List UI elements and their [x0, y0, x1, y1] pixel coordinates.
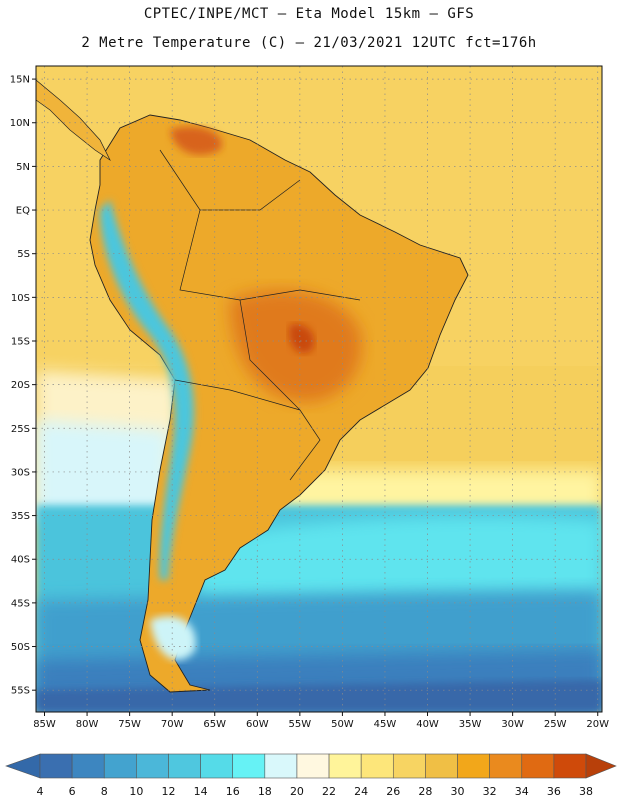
- pacific-cool-band: [36, 420, 170, 520]
- lat-tick-label: 15S: [11, 336, 30, 347]
- lat-tick-label: 5S: [17, 249, 30, 260]
- colorbar-swatch: [168, 753, 201, 779]
- colorbar-label: 34: [515, 785, 529, 798]
- lat-tick-label: 50S: [11, 642, 30, 653]
- lat-tick-label: 15N: [10, 75, 30, 86]
- colorbar-label: 12: [161, 785, 175, 798]
- lon-tick-label: 40W: [416, 719, 439, 730]
- lon-tick-label: 80W: [76, 719, 99, 730]
- lon-tick-label: 30W: [501, 719, 524, 730]
- colorbar-label: 30: [451, 785, 465, 798]
- lon-tick-label: 20W: [586, 719, 609, 730]
- lon-tick-label: 35W: [459, 719, 482, 730]
- colorbar-label: 26: [386, 785, 400, 798]
- colorbar-swatch: [392, 753, 426, 779]
- lat-tick-label: 10N: [10, 118, 30, 129]
- colorbar-swatch: [71, 753, 105, 779]
- colorbar-label: 10: [129, 785, 143, 798]
- colorbar-label: 6: [69, 785, 76, 798]
- lon-tick-label: 25W: [544, 719, 567, 730]
- colorbar-label: 28: [418, 785, 432, 798]
- colorbar: 4 6 8 10 12 14 16 18 20 22 24 26 28 30 32 34 36 38: [5, 753, 617, 798]
- colorbar-label: 8: [101, 785, 108, 798]
- colorbar-swatch: [425, 753, 458, 779]
- colorbar-label: 22: [322, 785, 336, 798]
- colorbar-swatch: [360, 753, 394, 779]
- andes-cold: [100, 200, 194, 580]
- lat-tick-label: 20S: [11, 380, 30, 391]
- colorbar-swatch: [232, 753, 266, 779]
- colorbar-swatch: [521, 753, 555, 779]
- colorbar-swatch: [328, 753, 362, 779]
- colorbar-swatch: [296, 753, 330, 779]
- lat-tick-label: 25S: [11, 424, 30, 435]
- colorbar-swatch: [136, 753, 169, 779]
- colorbar-swatch: [553, 753, 587, 779]
- graticule: [36, 66, 602, 712]
- lon-tick-label: 70W: [161, 719, 184, 730]
- colorbar-swatch: [103, 753, 137, 779]
- colorbar-swatch: [264, 753, 298, 779]
- colorbar-right-arrow: [585, 753, 617, 779]
- patagonia-cool: [150, 616, 196, 660]
- central-america-land: [36, 79, 111, 162]
- lat-tick-label: 35S: [11, 511, 30, 522]
- lat-tick-label: 10S: [11, 293, 30, 304]
- cold-band-16: [190, 516, 602, 600]
- temperature-field: [36, 66, 602, 712]
- colorbar-label: 16: [226, 785, 240, 798]
- title-line-2: 2 Metre Temperature (C) – 21/03/2021 12U…: [81, 35, 537, 51]
- colorbar-swatch: [39, 753, 73, 779]
- lat-tick-label: 5N: [16, 162, 30, 173]
- longitude-axis: 85W 80W 75W 70W 65W 60W 55W 50W 45W 40W 35W 30W 25W 2…: [33, 712, 609, 730]
- colorbar-left-arrow: [5, 753, 41, 779]
- colorbar-swatch: [200, 753, 234, 779]
- lat-tick-label: 55S: [11, 686, 30, 697]
- colorbar-label: 14: [194, 785, 208, 798]
- lat-tick-label: 40S: [11, 555, 30, 566]
- colorbar-label: 24: [354, 785, 368, 798]
- hot-center: [289, 324, 315, 354]
- colorbar-label: 4: [37, 785, 44, 798]
- lon-tick-label: 75W: [118, 719, 141, 730]
- latitude-axis: 15N 10N 5N EQ 5S 10S 15S 20S 25S 30S 35S 40S 45S 50S 5…: [10, 75, 36, 697]
- lon-tick-label: 60W: [246, 719, 269, 730]
- colorbar-label: 36: [547, 785, 561, 798]
- colorbar-swatch: [457, 753, 490, 779]
- lon-tick-label: 85W: [33, 719, 56, 730]
- lon-tick-label: 45W: [374, 719, 397, 730]
- lat-tick-label: 30S: [11, 467, 30, 478]
- title-line-1: CPTEC/INPE/MCT – Eta Model 15km – GFS: [143, 6, 475, 22]
- colorbar-label: 20: [290, 785, 304, 798]
- lon-tick-label: 55W: [289, 719, 312, 730]
- colorbar-swatch: [489, 753, 523, 779]
- colorbar-label: 18: [258, 785, 272, 798]
- map-frame: [35, 65, 603, 713]
- hot-venezuela: [170, 126, 222, 155]
- colorbar-label: 38: [579, 785, 593, 798]
- lon-tick-label: 50W: [331, 719, 354, 730]
- colorbar-label: 32: [483, 785, 497, 798]
- lon-tick-label: 65W: [203, 719, 226, 730]
- lat-tick-label: EQ: [16, 206, 30, 217]
- lat-tick-label: 45S: [11, 598, 30, 609]
